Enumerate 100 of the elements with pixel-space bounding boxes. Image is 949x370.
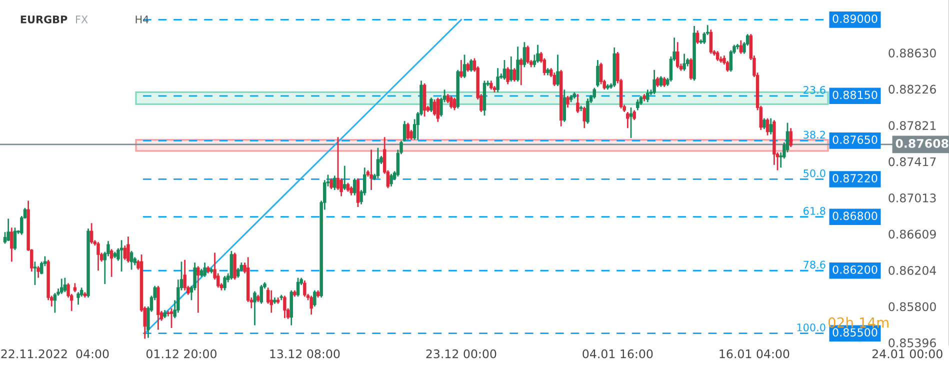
candlestick <box>63 277 67 293</box>
candlestick <box>576 93 580 114</box>
candlestick <box>629 106 633 139</box>
text: EURGBP <box>20 15 68 24</box>
candlestick <box>356 178 360 208</box>
candlestick <box>562 88 566 123</box>
candlestick <box>390 173 393 188</box>
candlestick <box>789 127 792 148</box>
candlestick <box>729 49 733 72</box>
candlestick <box>123 244 126 261</box>
candlestick <box>33 260 37 286</box>
candlestick <box>506 66 510 85</box>
candlestick <box>120 239 124 272</box>
candlestick <box>53 292 57 314</box>
annotation: 23.6 <box>804 86 826 94</box>
candlestick <box>659 75 663 88</box>
candlestick <box>592 87 596 100</box>
annotation: H4 <box>136 16 149 24</box>
candlestick <box>353 178 356 196</box>
ref-line-label: 0.86200 <box>832 265 878 274</box>
ref-line-label: 0.88150 <box>832 90 878 100</box>
y-tick-label: 0.85800 <box>888 302 936 312</box>
candlestick <box>626 111 630 129</box>
candlestick <box>769 118 772 136</box>
candlestick <box>512 67 516 82</box>
candlestick <box>330 178 333 190</box>
candlestick <box>170 308 174 329</box>
candlestick <box>270 290 273 314</box>
y-tick-label: 0.87821 <box>888 121 936 130</box>
candlestick <box>496 67 500 93</box>
candlestick <box>596 59 600 88</box>
candlestick <box>632 110 636 121</box>
candlestick <box>313 290 316 308</box>
candlestick <box>716 50 720 62</box>
candlestick <box>36 265 40 278</box>
annotation: 38.2 <box>804 130 825 139</box>
candlestick <box>406 122 410 140</box>
candlestick <box>253 290 256 326</box>
candlestick <box>376 147 380 180</box>
candlestick <box>516 46 520 82</box>
candlestick <box>460 59 463 79</box>
candlestick <box>682 53 686 72</box>
candlestick <box>689 58 693 80</box>
candlestick <box>333 174 336 191</box>
ref-line-label: 0.87608 <box>896 138 948 148</box>
y-tick-label: 0.86204 <box>888 266 936 275</box>
candlestick <box>652 69 656 95</box>
y-tick-label: 0.87417 <box>888 157 936 166</box>
candlestick <box>766 118 770 136</box>
candlestick <box>110 248 114 278</box>
candlestick <box>566 95 570 108</box>
ref-line-label: 0.87650 <box>832 136 878 144</box>
candlestick <box>450 95 453 110</box>
annotation: 61.8 <box>804 206 826 215</box>
candlestick <box>709 28 713 54</box>
annotation: 100.0 <box>797 323 826 332</box>
candlestick <box>696 30 700 45</box>
candlestick <box>283 295 286 319</box>
candlestick <box>586 98 590 124</box>
candlestick <box>739 40 743 54</box>
candlestick <box>13 226 17 251</box>
candlestick <box>60 278 64 295</box>
candlestick <box>260 284 264 304</box>
candlestick <box>90 222 94 244</box>
candlestick <box>310 295 313 316</box>
y-tick-label: 0.87013 <box>888 193 936 202</box>
candlestick <box>520 58 523 86</box>
candlestick <box>522 41 526 68</box>
candlestick <box>430 96 433 113</box>
candlestick <box>646 88 650 103</box>
candlestick <box>762 118 766 130</box>
candlestick <box>303 280 306 298</box>
candlestick <box>536 44 540 64</box>
candlestick <box>203 262 206 278</box>
x-tick-label: 23.12 00:00 <box>426 349 496 358</box>
ref-line-label: 0.85500 <box>832 328 878 337</box>
candlestick <box>233 252 236 280</box>
annotation: 02h 14m <box>828 317 888 328</box>
candlestick <box>462 54 466 79</box>
candlestick <box>402 120 406 142</box>
candlestick <box>662 76 666 88</box>
candlestick <box>452 96 456 111</box>
candlestick <box>126 236 130 264</box>
candlestick <box>96 241 100 272</box>
x-tick-label: 16.01 04:00 <box>720 349 790 358</box>
candlestick <box>502 59 506 80</box>
y-tick-label: 0.88630 <box>888 48 936 58</box>
annotation: 50.0 <box>804 169 826 178</box>
candlestick <box>183 259 186 292</box>
candlestick <box>130 250 134 270</box>
candlestick <box>510 56 513 82</box>
x-tick-label: 24.01 00:00 <box>872 349 942 358</box>
candlestick <box>526 45 530 64</box>
x-tick-label: 13.12 08:00 <box>270 349 340 358</box>
candlestick <box>230 250 234 280</box>
ref-line-label: 0.86800 <box>832 212 878 220</box>
candlestick <box>343 165 346 191</box>
candlestick <box>40 260 44 275</box>
y-tick-label: 0.86609 <box>888 230 936 239</box>
candlestick <box>196 265 200 314</box>
